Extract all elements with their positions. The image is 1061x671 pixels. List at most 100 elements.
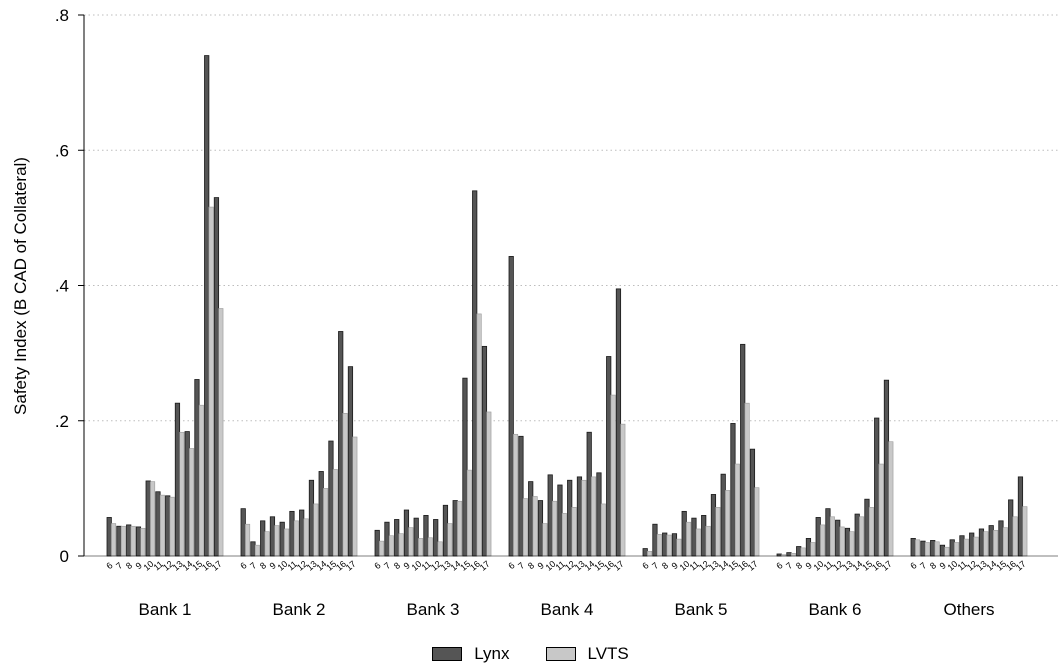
x-year-label: 8 <box>928 560 938 571</box>
bar-lynx <box>730 423 736 557</box>
bar-lvts <box>332 469 338 557</box>
bar-lynx <box>547 474 553 557</box>
bar-lvts <box>120 525 126 557</box>
bar-lynx <box>155 491 161 557</box>
bar-lynx <box>384 521 390 557</box>
bar-lynx <box>681 510 687 557</box>
bar-lynx <box>394 519 400 557</box>
bar-lynx <box>204 55 210 557</box>
bar-lvts <box>1002 527 1008 557</box>
bar-lynx <box>825 508 831 557</box>
bar-lvts <box>849 531 855 557</box>
bar-lynx <box>126 524 132 557</box>
bar-lynx <box>864 498 870 557</box>
bar-lvts <box>1012 516 1018 557</box>
bar-lvts <box>924 542 930 557</box>
x-year-label: 14 <box>448 559 462 573</box>
y-tick-label: .2 <box>55 412 69 431</box>
x-year-label: 9 <box>938 560 948 571</box>
x-year-label: 10 <box>543 559 557 573</box>
legend-swatch-lynx <box>432 647 463 661</box>
x-year-label: 17 <box>210 559 224 573</box>
x-year-label: 7 <box>918 560 928 571</box>
bar-lvts <box>790 552 796 557</box>
x-year-label: 7 <box>114 560 124 571</box>
x-year-label: 15 <box>458 559 472 573</box>
bar-lvts <box>695 528 701 557</box>
bar-lynx <box>165 495 171 557</box>
bar-lynx <box>557 484 563 557</box>
bar-lvts <box>159 494 165 557</box>
x-year-label: 12 <box>965 559 979 573</box>
bar-lvts <box>800 547 806 557</box>
bar-lynx <box>978 528 985 557</box>
bar-lvts <box>859 516 865 557</box>
bar-lynx <box>988 525 994 557</box>
x-year-label: 17 <box>1014 559 1028 573</box>
x-year-label: 14 <box>716 559 730 573</box>
bar-lynx <box>289 510 295 557</box>
x-year-label: 17 <box>746 559 760 573</box>
bar-lynx <box>786 552 792 557</box>
bar-lynx <box>1017 476 1024 557</box>
bar-lynx <box>462 377 468 557</box>
x-year-label: 8 <box>526 560 536 571</box>
bar-lynx <box>145 480 151 557</box>
bar-lvts <box>342 413 348 557</box>
bar-lynx <box>930 540 936 557</box>
x-year-label: 17 <box>880 559 894 573</box>
bar-lvts <box>656 534 662 557</box>
bar-lynx <box>805 538 812 557</box>
group-label: Others <box>944 600 995 619</box>
x-year-label: 10 <box>811 559 825 573</box>
bar-lynx <box>796 546 802 557</box>
x-year-label: 16 <box>468 559 482 573</box>
bar-lynx <box>528 481 534 557</box>
x-year-label: 6 <box>908 560 918 571</box>
bar-lynx <box>844 527 851 557</box>
bar-lynx <box>701 515 707 557</box>
bar-lvts <box>198 404 204 557</box>
bar-lynx <box>920 540 926 557</box>
bar-lvts <box>274 525 280 557</box>
bar-lynx <box>213 197 220 557</box>
bar-lvts <box>532 496 538 557</box>
bar-lvts <box>610 394 616 557</box>
bar-lynx <box>240 508 246 557</box>
bar-lvts <box>427 537 433 557</box>
x-year-label: 10 <box>677 559 691 573</box>
bar-lynx <box>998 520 1004 557</box>
x-year-label: 8 <box>392 560 402 571</box>
bar-lynx <box>269 516 276 557</box>
group-label: Bank 4 <box>541 600 594 619</box>
bar-lvts <box>820 524 826 557</box>
bar-lynx <box>423 515 429 557</box>
bar-lvts <box>686 521 692 557</box>
x-year-label: 8 <box>124 560 134 571</box>
bar-lvts <box>408 527 414 557</box>
x-year-label: 7 <box>516 560 526 571</box>
x-year-label: 16 <box>200 559 214 573</box>
bar-lvts <box>810 542 816 557</box>
x-year-label: 17 <box>478 559 492 573</box>
bar-lvts <box>218 308 224 557</box>
bar-lynx <box>652 523 658 557</box>
bar-lynx <box>949 539 955 557</box>
bar-lvts <box>591 476 597 557</box>
bar-lynx <box>691 517 697 557</box>
bar-lvts <box>313 503 319 557</box>
bar-lvts <box>754 487 760 557</box>
bar-lynx <box>606 356 612 557</box>
bar-lynx <box>413 517 419 557</box>
bar-lynx <box>442 504 449 557</box>
bar-lvts <box>522 498 528 557</box>
legend-swatch-lvts <box>545 647 576 661</box>
x-year-label: 12 <box>295 559 309 573</box>
bar-lynx <box>567 479 573 557</box>
bar-lvts <box>561 513 567 557</box>
bar-lynx <box>586 431 592 557</box>
bar-lynx <box>1008 499 1014 557</box>
bar-lynx <box>508 256 514 557</box>
bar-lynx <box>740 343 746 557</box>
